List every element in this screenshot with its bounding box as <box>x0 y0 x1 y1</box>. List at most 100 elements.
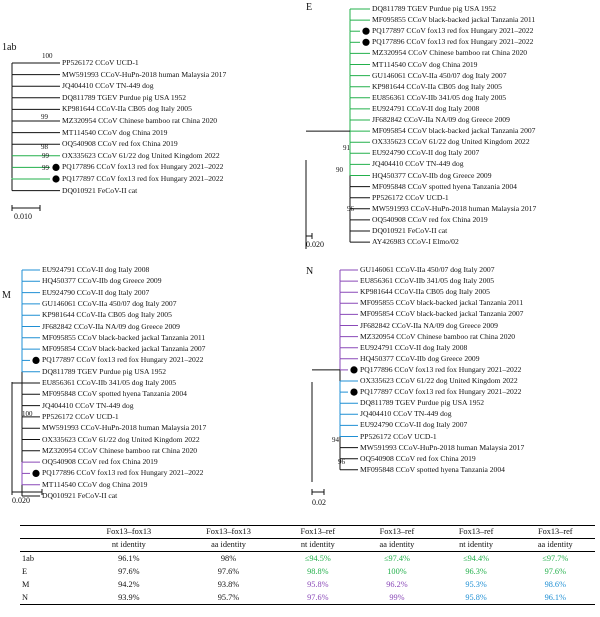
fox13-marker-icon <box>32 469 40 477</box>
taxon-label: MF095854 CCoV black-backed jackal Tanzan… <box>372 126 536 136</box>
bootstrap-value: 100 <box>42 52 53 60</box>
taxon-label: KP981644 CCoV-IIa CB05 dog Italy 2005 <box>372 81 502 91</box>
taxon-label: KP981644 CCoV-IIa CB05 dog Italy 2005 <box>42 310 172 320</box>
scale-bar-label: 0.020 <box>12 496 30 505</box>
header-cell: Fox13–ref <box>300 527 336 536</box>
taxon-label: PQ177897 CCoV fox13 red fox Hungary 2021… <box>62 174 224 183</box>
table-cell: 97.6% <box>217 567 240 576</box>
taxon-label: MF095848 CCoV spotted hyena Tanzania 200… <box>42 389 187 399</box>
taxon-label: PP526172 CCoV UCD-1 <box>360 431 437 441</box>
taxon-label: MT114540 CCoV dog China 2019 <box>62 127 168 137</box>
table-cell: 97.6% <box>307 593 329 602</box>
taxon-label: OQ540908 CCoV red fox China 2019 <box>62 139 178 149</box>
header-cell: aa identity <box>379 540 415 549</box>
taxon-label: MZ320954 CCoV Chinese bamboo rat China 2… <box>372 48 528 58</box>
table-cell: ≤97.4% <box>383 554 410 563</box>
tree-branches <box>11 269 43 497</box>
taxon-label: MF095848 CCoV spotted hyena Tanzania 200… <box>360 464 505 474</box>
bootstrap-value: 94 <box>332 436 339 444</box>
taxon-label: OX335623 CCoV 61/22 dog United Kingdom 2… <box>42 434 200 444</box>
fox13-marker-icon <box>350 366 358 374</box>
table-cell: 98% <box>220 554 237 563</box>
taxon-label: EU924790 CCoV-II dog Italy 2007 <box>360 420 468 430</box>
taxon-label: GU146061 CCoV-IIa 450/07 dog Italy 2007 <box>372 70 507 80</box>
taxon-label: KP981644 CCoV-IIa CB05 dog Italy 2005 <box>62 104 192 114</box>
taxon-label: PQ177896 CCoV fox13 red fox Hungary 2021… <box>42 468 204 478</box>
identity-table-body: 1ab 96.1% 98% ≤94.5% ≤97.4% ≤94.4% ≤97.7% E 97.6… <box>20 552 595 605</box>
taxon-label: JQ404410 CCoV TN-449 dog <box>42 400 134 410</box>
taxon-label: DQ811789 TGEV Purdue pig USA 1952 <box>360 398 485 408</box>
taxon-label: EU924791 CCoV-II dog Italy 2008 <box>42 265 150 274</box>
taxon-label: JF682842 CCoV-IIa NA/09 dog Greece 2009 <box>42 321 180 331</box>
taxon-label: MF095848 CCoV spotted hyena Tanzania 200… <box>372 181 517 191</box>
taxon-label: MW591993 CCoV-HuPn-2018 human Malaysia 2… <box>62 69 227 79</box>
header-row-1: Fox13–fox13 Fox13–fox13 Fox13–ref Fox13–… <box>20 525 595 539</box>
taxon-label: EU856361 CCoV-IIb 341/05 dog Italy 2005 <box>360 276 495 286</box>
taxon-label: MT114540 CCoV dog China 2019 <box>42 479 148 489</box>
panel-label: N <box>306 266 314 277</box>
header-cell: nt identity <box>300 540 335 549</box>
bootstrap-value: 99 <box>42 164 49 172</box>
table-cell: ≤94.4% <box>463 554 490 563</box>
taxon-label: OQ540908 CCoV red fox China 2019 <box>372 214 488 224</box>
taxon-label: AY426983 CCoV-I Elmo/02 <box>372 237 459 247</box>
table-cell: 93.9% <box>118 593 140 602</box>
bootstrap-value: 99 <box>41 113 48 121</box>
header-row-2: nt identity aa identity nt identity aa i… <box>20 538 595 552</box>
taxon-label: KP981644 CCoV-IIa CB05 dog Italy 2005 <box>360 287 490 297</box>
row-label: E <box>22 567 28 576</box>
taxon-label: JQ404410 CCoV TN-449 dog <box>372 159 464 169</box>
fox13-marker-icon <box>362 27 370 35</box>
table-cell: ≤94.5% <box>304 554 331 563</box>
table-cell: 98.6% <box>544 580 566 589</box>
taxon-label: PP526172 CCoV UCD-1 <box>372 192 449 202</box>
taxon-label: MW591993 CCoV-HuPn-2018 human Malaysia 2… <box>360 442 525 452</box>
bootstrap-value: 96 <box>347 205 354 213</box>
table-row: 1ab 96.1% 98% ≤94.5% ≤97.4% ≤94.4% ≤97.7% <box>20 552 595 566</box>
taxon-label: EU924791 CCoV-II dog Italy 2008 <box>372 103 480 113</box>
tree-branches <box>311 269 358 495</box>
taxon-label: MF095854 CCoV black-backed jackal Tanzan… <box>42 344 206 354</box>
taxon-label: DQ010921 FeCoV-II cat <box>62 185 138 195</box>
table-cell: 93.8% <box>217 580 240 589</box>
scale-bar-label: 0.02 <box>312 498 326 507</box>
taxon-label: DQ010921 FeCoV-II cat <box>372 226 448 235</box>
taxon-label: MW591993 CCoV-HuPn-2018 human Malaysia 2… <box>372 203 537 213</box>
tree-panel-e: E DQ811789 TGEV Purdue pig USA 1952 MF0958… <box>300 0 600 260</box>
tree-panel-n: N GU146061 CCoV-IIa 450/07 dog Italy 2007… <box>300 262 600 522</box>
panel-label: M <box>2 290 11 301</box>
header-cell: Fox13–fox13 <box>106 527 152 536</box>
taxon-label: GU146061 CCoV-IIa 450/07 dog Italy 2007 <box>360 265 495 274</box>
taxon-label: OQ540908 CCoV red fox China 2019 <box>42 457 158 467</box>
taxon-label: HQ450377 CCoV-IIb dog Greece 2009 <box>360 353 480 363</box>
table-cell: ≤97.7% <box>542 554 569 563</box>
fox13-marker-icon <box>52 175 60 183</box>
fox13-marker-icon <box>362 38 370 46</box>
taxon-label: JQ404410 CCoV TN-449 dog <box>360 409 452 419</box>
taxon-label: MZ320954 CCoV Chinese bamboo rat China 2… <box>360 331 516 341</box>
row-label: N <box>22 593 28 602</box>
taxon-label: DQ811789 TGEV Purdue pig USA 1952 <box>62 92 187 102</box>
header-cell: Fox13–ref <box>458 527 494 536</box>
header-cell: Fox13–fox13 <box>206 527 251 536</box>
taxon-label: HQ450377 CCoV-IIb dog Greece 2009 <box>42 276 162 286</box>
taxon-label: HQ450377 CCoV-IIb dog Greece 2009 <box>372 170 492 180</box>
taxon-label: PQ177897 CCoV fox13 red fox Hungary 2021… <box>372 26 534 36</box>
header-cell: aa identity <box>211 540 246 549</box>
tree-branches <box>11 62 60 211</box>
taxon-label: EU856361 CCoV-IIb 341/05 dog Italy 2005 <box>42 378 177 387</box>
taxon-label: OX335623 CCoV 61/22 dog United Kingdom 2… <box>372 137 530 147</box>
fox13-marker-icon <box>350 388 358 396</box>
bootstrap-value: 100 <box>22 410 33 418</box>
table-cell: 97.6% <box>544 567 566 576</box>
header-cell: Fox13–ref <box>537 527 573 536</box>
taxon-label: OX335623 CCoV 61/22 dog United Kingdom 2… <box>360 376 518 385</box>
taxon-label: MF095854 CCoV black-backed jackal Tanzan… <box>360 309 524 319</box>
tree-panel-m: M EU924791 CCoV-II dog Italy 2008 HQ450377… <box>0 262 300 522</box>
header-cell: nt identity <box>111 540 146 549</box>
taxon-label: PP526172 CCoV UCD-1 <box>62 58 139 67</box>
tree-branches <box>305 8 370 249</box>
taxon-label: MF095855 CCoV black-backed jackal Tanzan… <box>360 298 524 308</box>
taxon-label: PP526172 CCoV UCD-1 <box>42 411 119 421</box>
taxon-label: MW591993 CCoV-HuPn-2018 human Malaysia 2… <box>42 423 207 433</box>
